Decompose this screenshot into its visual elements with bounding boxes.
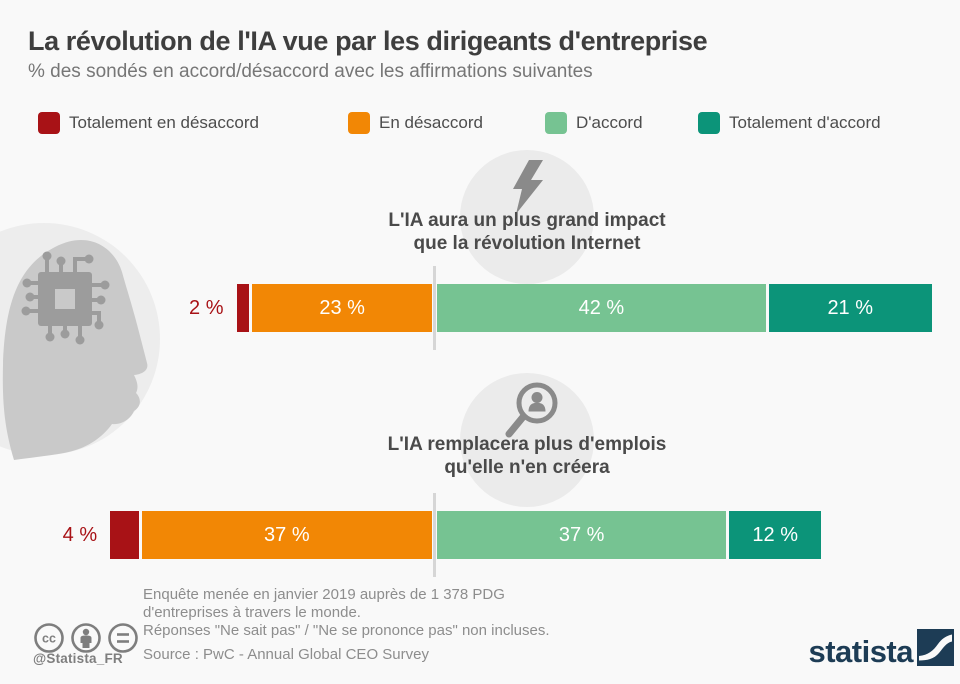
statista-logo-icon xyxy=(917,629,954,666)
segment-value-label: 42 % xyxy=(578,296,625,319)
legend-label: En désaccord xyxy=(379,112,483,132)
legend-swatch-totalement-daccord xyxy=(698,111,720,134)
lightning-icon xyxy=(513,160,543,214)
legend-label: Totalement en désaccord xyxy=(69,112,259,132)
stacked-bar-jobs-replacement: 4 % 37 % 37 % 12 % xyxy=(0,511,960,559)
segment-value-label-outside: 4 % xyxy=(62,523,98,546)
bar-segment-totalement-d-accord: 21 % xyxy=(768,284,932,332)
survey-note-line3: Réponses "Ne sait pas" / "Ne se prononce… xyxy=(143,622,550,639)
bar-segment-totalement-en-d-saccord xyxy=(110,511,139,559)
legend-label: D'accord xyxy=(576,112,643,132)
bar-segment-totalement-en-d-saccord xyxy=(236,284,250,332)
bar-segment-totalement-d-accord: 12 % xyxy=(729,511,822,559)
magnifier-person-icon xyxy=(505,382,558,438)
chart-title-jobs-replacement: L'IA remplacera plus d'emplois qu'elle n… xyxy=(327,433,727,479)
stacked-bar-internet-impact: 2 % 23 % 42 % 21 % xyxy=(0,284,960,332)
segment-value-label: 37 % xyxy=(558,523,605,546)
legend-swatch-daccord xyxy=(545,111,567,134)
chart-title-internet-impact: L'IA aura un plus grand impact que la ré… xyxy=(327,209,727,255)
survey-note-line2: d'entreprises à travers le monde. xyxy=(143,604,361,621)
legend-item-totalement-en-desaccord: Totalement en désaccord xyxy=(38,111,259,134)
source-note: Source : PwC - Annual Global CEO Survey xyxy=(143,646,429,663)
agree-disagree-divider xyxy=(433,266,436,350)
svg-text:cc: cc xyxy=(42,632,56,646)
segment-value-label: 21 % xyxy=(827,296,874,319)
segment-value-label: 37 % xyxy=(264,523,310,546)
creative-commons-icons: cc xyxy=(34,623,138,653)
ai-head-illustration xyxy=(0,223,160,460)
legend-swatch-totalement-en-desaccord xyxy=(38,111,60,134)
cc-by-icon xyxy=(71,623,101,653)
legend-swatch-en-desaccord xyxy=(348,111,370,134)
chip-icon xyxy=(21,251,110,345)
statista-twitter-handle: @Statista_FR xyxy=(33,651,123,666)
chart-title-line: que la révolution Internet xyxy=(413,233,641,254)
cc-nd-icon xyxy=(108,623,138,653)
bar-segment-d-accord: 42 % xyxy=(437,284,766,332)
page-title: La révolution de l'IA vue par les dirige… xyxy=(28,26,708,56)
survey-note-line1: Enquête menée en janvier 2019 auprès de … xyxy=(143,586,505,603)
legend-item-daccord: D'accord xyxy=(545,111,643,134)
page-subtitle: % des sondés en accord/désaccord avec le… xyxy=(28,61,593,82)
statista-wordmark: statista xyxy=(808,634,913,669)
segment-value-label: 12 % xyxy=(752,523,798,546)
chart-title-line: L'IA remplacera plus d'emplois xyxy=(387,434,667,455)
legend-label: Totalement d'accord xyxy=(729,112,881,132)
chart-title-line: L'IA aura un plus grand impact xyxy=(388,210,666,231)
agree-disagree-divider xyxy=(433,493,436,577)
chart-title-line: qu'elle n'en créera xyxy=(444,457,610,478)
bar-segment-d-accord: 37 % xyxy=(437,511,727,559)
magnifier-icon-circle xyxy=(460,373,594,507)
legend-item-en-desaccord: En désaccord xyxy=(348,111,483,134)
segment-value-label-outside: 2 % xyxy=(189,296,224,319)
bar-segment-en-d-saccord: 23 % xyxy=(252,284,432,332)
legend-item-totalement-daccord: Totalement d'accord xyxy=(698,111,881,134)
bar-segment-en-d-saccord: 37 % xyxy=(141,511,432,559)
segment-value-label: 23 % xyxy=(319,296,365,319)
cc-icon xyxy=(34,623,64,653)
